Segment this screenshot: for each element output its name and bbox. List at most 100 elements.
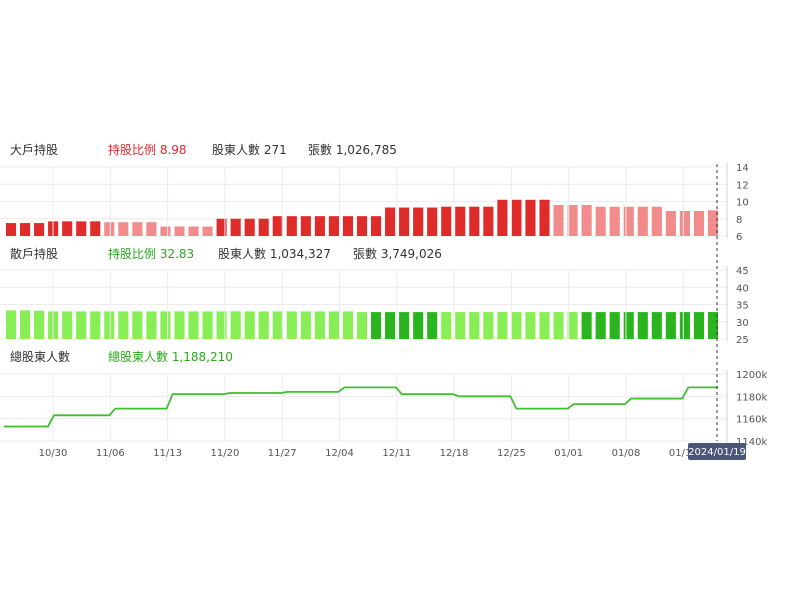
bar: [413, 312, 424, 339]
bar: [427, 312, 438, 339]
total-holders-grid: [0, 167, 728, 443]
bar: [356, 216, 368, 236]
bar: [370, 312, 382, 339]
x-tick-label: 01/08: [612, 448, 641, 459]
bar: [258, 311, 269, 339]
bar: [328, 216, 339, 236]
bar: [174, 311, 185, 339]
bar: [230, 218, 241, 236]
big-holders-bars: [5, 199, 719, 236]
y-tick-label: 1160k: [736, 415, 767, 426]
bar: [90, 311, 101, 339]
bar: [34, 310, 45, 339]
bar: [539, 312, 550, 339]
bar: [370, 216, 382, 236]
bar: [300, 216, 311, 236]
bar: [230, 311, 241, 339]
x-tick-label: 11/06: [96, 448, 125, 459]
bar: [314, 311, 325, 339]
x-tick-label: 12/11: [382, 448, 411, 459]
x-tick-label: 01/01: [554, 448, 583, 459]
big-holders-count: 股東人數 271: [212, 143, 287, 157]
bar: [553, 204, 564, 236]
bar: [469, 312, 480, 339]
bar: [314, 216, 325, 236]
bar: [202, 311, 213, 339]
bar: [525, 199, 536, 236]
bar: [174, 226, 185, 236]
y-tick-label: 1180k: [736, 392, 767, 403]
y-tick-label: 6: [736, 232, 742, 243]
bar: [679, 312, 690, 339]
bar: [469, 206, 480, 236]
bar: [132, 311, 143, 339]
y-tick-label: 30: [736, 318, 749, 329]
bar: [20, 310, 31, 339]
x-tick-label: 11/13: [153, 448, 182, 459]
retail-holders-y-axis: 25 30 35 40 45: [736, 266, 749, 346]
bar: [244, 218, 255, 236]
bar: [132, 222, 143, 236]
bar: [609, 312, 620, 339]
total-holders-y-axis: 1140k 1160k 1180k 1200k: [736, 370, 767, 448]
bar: [637, 312, 648, 339]
bar: [146, 222, 157, 236]
y-tick-label: 1140k: [736, 437, 767, 448]
bar: [160, 311, 171, 339]
bar: [146, 311, 157, 339]
bar: [385, 312, 396, 339]
bar: [62, 221, 73, 236]
retail-holders-ratio: 持股比例 32.83: [108, 246, 194, 261]
total-holders-line: [4, 386, 718, 428]
bar: [511, 312, 522, 339]
bar: [328, 311, 339, 339]
bar: [707, 210, 719, 236]
total-holders-title: 總股東人數: [10, 349, 70, 364]
bar: [90, 221, 101, 236]
bar: [272, 311, 283, 339]
bar: [441, 312, 452, 339]
bar: [665, 312, 676, 339]
bar: [286, 311, 297, 339]
bar: [483, 312, 494, 339]
bar: [539, 199, 550, 236]
bar: [679, 210, 690, 236]
y-tick-label: 35: [736, 301, 749, 312]
total-holders-value: 總股東人數 1,188,210: [108, 349, 233, 364]
bar: [34, 223, 45, 236]
bar: [609, 206, 620, 236]
bar: [300, 311, 311, 339]
bar: [399, 312, 410, 339]
bar: [342, 216, 354, 236]
x-tick-label: 12/18: [440, 448, 469, 459]
x-tick-label: 12/04: [325, 448, 354, 459]
retail-holders-count: 股東人數 1,034,327: [218, 247, 331, 261]
bar: [455, 206, 466, 236]
bar: [20, 223, 31, 236]
y-tick-label: 25: [736, 335, 749, 346]
bar: [104, 222, 115, 236]
bar: [118, 222, 129, 236]
bar: [104, 311, 115, 339]
bar: [76, 221, 87, 236]
x-tick-label: 11/20: [210, 448, 239, 459]
bar: [216, 218, 227, 236]
y-tick-label: 45: [736, 266, 749, 277]
bar: [356, 312, 368, 339]
cursor-date-label: 2024/01/19: [688, 447, 746, 458]
bar: [623, 206, 634, 236]
bar: [385, 207, 396, 236]
bar: [62, 311, 73, 339]
bar: [441, 206, 452, 236]
y-tick-label: 10: [736, 198, 749, 209]
bar: [427, 207, 438, 236]
bar: [693, 210, 704, 236]
bar: [651, 312, 662, 339]
bar: [567, 312, 578, 339]
x-tick-label: 01/15: [669, 448, 698, 459]
y-tick-label: 14: [736, 163, 749, 174]
bar: [216, 311, 227, 339]
y-tick-label: 8: [736, 215, 742, 226]
bar: [581, 312, 592, 339]
